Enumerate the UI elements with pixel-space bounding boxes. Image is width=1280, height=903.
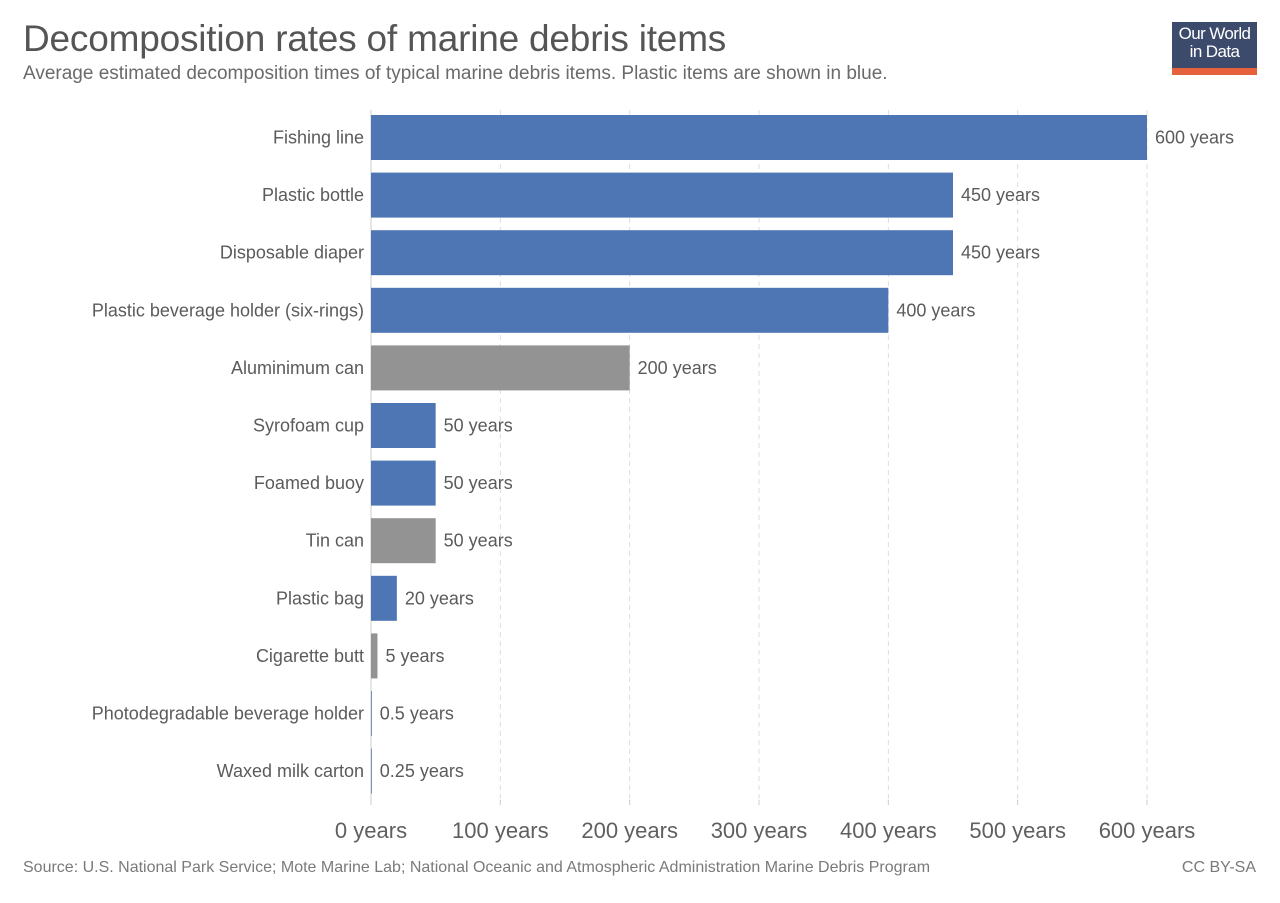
category-label: Foamed buoy: [254, 473, 364, 493]
chart-subtitle: Average estimated decomposition times of…: [23, 63, 888, 84]
chart-title: Decomposition rates of marine debris ite…: [23, 18, 727, 59]
data-label: 450 years: [961, 185, 1040, 205]
bar[interactable]: [371, 403, 436, 448]
owid-logo[interactable]: Our World in Data: [1172, 22, 1257, 75]
grid-lines: [370, 110, 1148, 800]
category-label: Aluminimum can: [231, 358, 364, 378]
category-label: Syrofoam cup: [253, 416, 364, 436]
category-label: Fishing line: [273, 128, 364, 148]
bar[interactable]: [371, 345, 630, 391]
x-tick-label: 400 years: [840, 818, 937, 843]
x-tick-label: 300 years: [711, 818, 808, 843]
category-label: Waxed milk carton: [217, 761, 364, 781]
bar[interactable]: [371, 748, 372, 794]
bar[interactable]: [371, 575, 397, 621]
data-label: 5 years: [385, 646, 444, 666]
category-label: Plastic beverage holder (six-rings): [92, 300, 364, 320]
data-label: 600 years: [1155, 128, 1234, 148]
source-note: Source: U.S. National Park Service; Mote…: [23, 859, 931, 876]
data-label: 50 years: [444, 531, 513, 551]
category-label: Photodegradable beverage holder: [92, 704, 364, 724]
logo-line-1: Our World: [1178, 24, 1251, 43]
category-label: Cigarette butt: [256, 646, 364, 666]
bar[interactable]: [371, 518, 436, 564]
bar[interactable]: [371, 287, 889, 333]
logo-text: Our World in Data: [1172, 25, 1257, 61]
bar[interactable]: [371, 460, 436, 506]
bar[interactable]: [371, 691, 372, 736]
logo-line-2: in Data: [1189, 42, 1240, 61]
data-label: 0.25 years: [380, 761, 464, 781]
bars: [371, 115, 1147, 794]
x-tick-label: 500 years: [969, 818, 1066, 843]
category-label: Disposable diaper: [220, 243, 364, 263]
data-label: 0.5 years: [380, 704, 454, 724]
data-label: 20 years: [405, 588, 474, 608]
logo-accent-bar: [1172, 68, 1257, 75]
bar[interactable]: [371, 230, 953, 276]
value-labels: 600 years 450 years 450 years 400 years 200 …: [380, 128, 1234, 782]
category-label: Plastic bag: [276, 588, 364, 608]
data-label: 200 years: [638, 358, 717, 378]
x-tick-label: 100 years: [452, 818, 549, 843]
category-label: Tin can: [306, 531, 364, 551]
bar[interactable]: [371, 633, 378, 679]
category-label: Plastic bottle: [262, 185, 364, 205]
license-link[interactable]: CC BY-SA: [1181, 859, 1256, 876]
x-tick-label: 0 years: [335, 818, 407, 843]
data-label: 50 years: [444, 473, 513, 493]
bar[interactable]: [371, 115, 1147, 160]
x-tick-label: 600 years: [1099, 818, 1196, 843]
data-label: 50 years: [444, 416, 513, 436]
data-label: 400 years: [896, 300, 975, 320]
category-labels: Fishing line Plastic bottle Disposable dia…: [92, 128, 364, 782]
x-axis-ticks: 0 years 100 years 200 years 300 years 400 ye…: [335, 800, 1195, 843]
data-label: 450 years: [961, 243, 1040, 263]
bar[interactable]: [371, 172, 953, 218]
x-tick-label: 200 years: [581, 818, 678, 843]
